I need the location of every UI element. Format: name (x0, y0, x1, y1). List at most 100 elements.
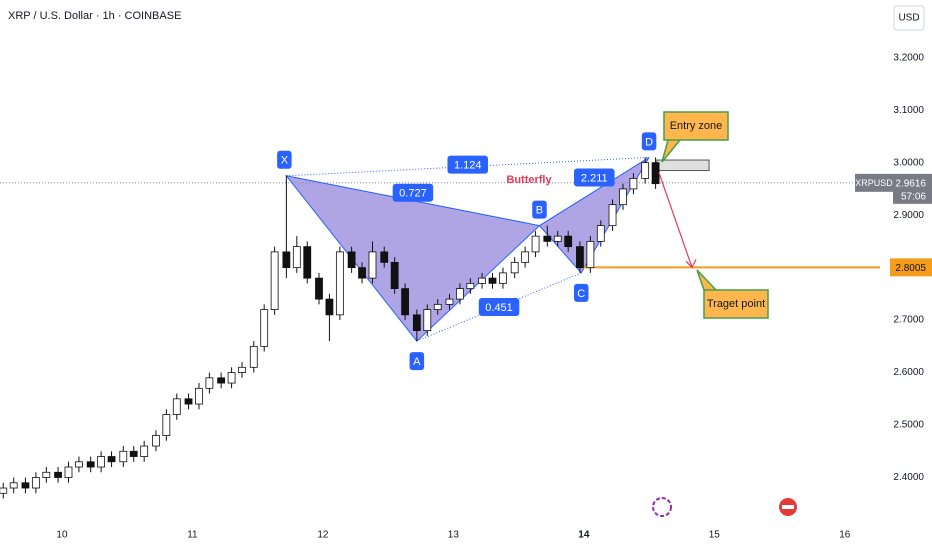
candle (97, 451, 106, 473)
currency[interactable]: USD (898, 13, 919, 24)
target-label: Traget point (707, 298, 765, 310)
candle-body (401, 288, 410, 316)
candle-body (97, 456, 106, 468)
candle (0, 482, 8, 499)
ratio-label: 1.124 (454, 160, 482, 172)
candle (488, 272, 497, 289)
candle-body (54, 471, 62, 478)
entry-zone-label-box (661, 111, 729, 163)
candle (478, 272, 486, 289)
candle (455, 283, 464, 305)
candle-body (238, 366, 246, 373)
candle-body (586, 240, 595, 269)
candle-body (107, 456, 116, 463)
candle (75, 456, 83, 473)
candle (401, 283, 410, 321)
candle-body (445, 298, 454, 305)
candle (619, 183, 627, 210)
y-tick-label: 2.4000 (893, 472, 924, 483)
ratio-label: 0.727 (399, 188, 427, 200)
candle-body (217, 377, 226, 384)
point-label-box (573, 283, 589, 302)
candle-body (140, 445, 149, 457)
candle (576, 241, 584, 273)
candle (282, 175, 291, 279)
candle (162, 409, 171, 441)
x-tick-label: 14 (578, 530, 590, 541)
arrow (658, 172, 693, 268)
candle (86, 456, 95, 473)
candle (205, 372, 214, 394)
candle (217, 372, 226, 389)
bottom-icons (652, 497, 797, 517)
candle-body (162, 414, 171, 436)
target-price-tag (890, 258, 932, 277)
target-callout (696, 269, 769, 319)
candle-body (86, 461, 95, 468)
candle-body (64, 466, 73, 478)
candle (531, 230, 540, 258)
candle (195, 383, 203, 410)
candle (466, 278, 475, 294)
candle (64, 461, 73, 483)
candle (325, 293, 334, 342)
candle-body (531, 235, 540, 253)
ratio-label: 0.451 (485, 302, 513, 314)
candle (42, 467, 51, 483)
x-tick-label: 13 (448, 530, 460, 541)
candle-body (315, 277, 323, 300)
candle-body (521, 251, 530, 263)
arrow-head (685, 259, 697, 269)
candle-body (347, 251, 356, 269)
point-label-box (409, 352, 425, 371)
candle-body (510, 261, 519, 274)
candle (543, 225, 552, 247)
candle-body (75, 461, 83, 468)
target-price: 2.8005 (895, 263, 926, 274)
point-label: A (413, 356, 421, 368)
candle (553, 230, 562, 247)
last-price-tag (893, 173, 932, 204)
candle-body (205, 377, 214, 389)
y-tick-label: 3.1000 (893, 105, 924, 116)
candle-body (42, 471, 51, 478)
candle-body (335, 251, 344, 316)
countdown: 57:06 (901, 191, 926, 202)
entry-zone-label: Entry zone (670, 120, 723, 132)
candle-body (553, 235, 562, 242)
candle-body (129, 450, 138, 457)
y-tick-label: 2.9000 (893, 210, 924, 221)
x-tick-label: 10 (56, 530, 68, 541)
candle (608, 199, 617, 231)
candle-body (0, 487, 8, 494)
point-label-box (641, 132, 657, 151)
point-label-box (277, 150, 292, 169)
candle (433, 299, 442, 315)
candle-body (282, 251, 291, 269)
currency-button[interactable] (893, 5, 925, 31)
candle (358, 262, 366, 284)
point-label: X (281, 155, 289, 167)
candle-body (9, 482, 18, 489)
ratio-label-box (392, 183, 434, 202)
candle-body (195, 387, 203, 405)
icon[interactable] (652, 497, 672, 517)
candle-body (390, 261, 399, 290)
y-tick-label: 2.7000 (893, 315, 924, 326)
candle-body (596, 225, 605, 242)
candle (596, 220, 605, 247)
candle-body (249, 345, 258, 368)
candle (368, 241, 377, 284)
candle (641, 157, 650, 184)
candle (390, 257, 399, 294)
candle-body (423, 309, 432, 331)
point-label-box (532, 200, 547, 219)
candle (129, 446, 138, 462)
candle (238, 362, 246, 378)
point-label: B (536, 205, 543, 217)
chart-title: XRP / U.S. Dollar · 1h · COINBASE (8, 10, 181, 22)
candle-body (619, 188, 627, 206)
candle-body (380, 251, 389, 263)
ratio-label-box (447, 155, 488, 174)
x-tick-label: 16 (839, 530, 851, 541)
